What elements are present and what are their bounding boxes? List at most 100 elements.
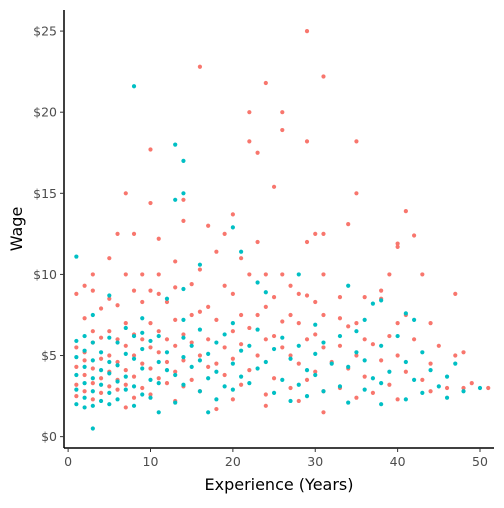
data-point-series-1 bbox=[304, 377, 310, 382]
data-point-series-1 bbox=[140, 385, 145, 391]
data-point-series-1 bbox=[280, 272, 285, 277]
data-point-series-2 bbox=[296, 272, 301, 277]
data-point-series-1 bbox=[148, 345, 153, 350]
data-point-series-1 bbox=[206, 304, 211, 309]
data-point-series-2 bbox=[271, 390, 277, 395]
data-point-series-1 bbox=[230, 356, 235, 361]
data-point-series-1 bbox=[74, 382, 79, 387]
data-point-series-2 bbox=[280, 335, 285, 340]
data-point-series-2 bbox=[98, 350, 104, 355]
data-point-series-2 bbox=[263, 290, 268, 295]
data-point-series-2 bbox=[131, 356, 137, 361]
data-point-series-1 bbox=[173, 369, 178, 374]
data-point-series-1 bbox=[123, 320, 128, 326]
data-point-series-2 bbox=[304, 393, 310, 399]
data-point-series-1 bbox=[271, 184, 277, 189]
data-point-series-1 bbox=[321, 312, 326, 318]
data-point-series-2 bbox=[148, 338, 153, 344]
data-point-series-2 bbox=[420, 390, 425, 395]
data-point-series-1 bbox=[387, 382, 392, 387]
data-point-series-2 bbox=[82, 364, 87, 369]
data-point-series-1 bbox=[164, 337, 170, 342]
data-point-series-2 bbox=[181, 317, 186, 322]
data-point-series-1 bbox=[271, 295, 277, 300]
data-point-series-1 bbox=[247, 110, 252, 115]
data-point-series-1 bbox=[239, 256, 244, 261]
data-point-series-1 bbox=[444, 385, 450, 391]
data-point-series-2 bbox=[403, 311, 408, 316]
data-point-series-2 bbox=[428, 368, 433, 373]
data-point-series-1 bbox=[288, 312, 293, 318]
data-point-series-2 bbox=[411, 377, 417, 382]
data-point-series-1 bbox=[395, 397, 400, 402]
data-point-series-1 bbox=[304, 28, 310, 34]
data-point-series-2 bbox=[222, 332, 227, 337]
data-point-series-1 bbox=[271, 376, 277, 381]
data-point-series-2 bbox=[239, 348, 244, 353]
data-point-series-2 bbox=[123, 325, 128, 331]
data-point-series-1 bbox=[247, 139, 252, 144]
data-point-series-1 bbox=[271, 333, 277, 339]
data-point-series-2 bbox=[107, 359, 112, 365]
data-point-series-2 bbox=[90, 426, 95, 431]
data-point-series-1 bbox=[115, 231, 120, 236]
data-point-series-1 bbox=[379, 288, 384, 293]
data-point-series-1 bbox=[123, 272, 128, 277]
y-tick-label: $25 bbox=[33, 24, 57, 39]
y-tick-label: $10 bbox=[33, 267, 57, 282]
data-point-series-1 bbox=[148, 366, 153, 371]
data-point-series-2 bbox=[181, 355, 186, 360]
data-point-series-1 bbox=[115, 387, 120, 392]
data-point-series-2 bbox=[346, 283, 351, 288]
data-point-series-2 bbox=[107, 335, 112, 340]
data-point-series-1 bbox=[107, 329, 112, 334]
data-point-series-1 bbox=[115, 303, 120, 308]
data-point-series-2 bbox=[107, 402, 112, 407]
data-point-series-1 bbox=[239, 382, 244, 387]
data-point-series-2 bbox=[140, 366, 145, 371]
data-point-series-1 bbox=[148, 288, 153, 293]
data-point-series-2 bbox=[74, 372, 79, 378]
data-point-series-2 bbox=[395, 333, 400, 339]
data-point-series-1 bbox=[461, 385, 466, 391]
data-point-series-1 bbox=[115, 337, 120, 342]
data-point-series-1 bbox=[173, 343, 178, 348]
data-point-series-2 bbox=[140, 330, 145, 335]
data-point-series-1 bbox=[321, 345, 326, 350]
data-point-series-1 bbox=[354, 139, 359, 144]
data-point-series-2 bbox=[156, 381, 161, 386]
data-point-series-2 bbox=[123, 351, 128, 357]
data-point-series-2 bbox=[98, 368, 104, 373]
data-point-series-1 bbox=[263, 392, 268, 397]
data-point-series-1 bbox=[164, 381, 170, 386]
y-axis-ticks: $0 $5 $10 $15 $20 $25 bbox=[33, 24, 64, 444]
points-layer bbox=[74, 28, 491, 431]
data-point-series-1 bbox=[395, 353, 400, 358]
data-point-series-2 bbox=[173, 197, 178, 202]
data-point-series-1 bbox=[131, 353, 137, 358]
data-point-series-1 bbox=[411, 233, 417, 238]
data-point-series-1 bbox=[395, 241, 400, 246]
data-point-series-1 bbox=[156, 291, 161, 296]
data-point-series-1 bbox=[90, 272, 95, 277]
data-point-series-2 bbox=[411, 317, 417, 322]
data-point-series-1 bbox=[90, 329, 95, 334]
data-point-series-2 bbox=[247, 381, 252, 386]
data-point-series-2 bbox=[82, 381, 87, 386]
data-point-series-2 bbox=[214, 397, 219, 402]
data-point-series-2 bbox=[74, 355, 79, 360]
data-point-series-2 bbox=[214, 340, 219, 345]
data-point-series-2 bbox=[131, 84, 137, 89]
data-point-series-1 bbox=[197, 64, 203, 69]
data-point-series-1 bbox=[98, 356, 104, 361]
data-point-series-2 bbox=[362, 387, 367, 392]
data-point-series-2 bbox=[379, 381, 384, 386]
data-point-series-2 bbox=[90, 403, 95, 408]
data-point-series-1 bbox=[206, 364, 211, 369]
data-point-series-2 bbox=[197, 389, 203, 394]
data-point-series-1 bbox=[107, 353, 112, 358]
data-point-series-2 bbox=[197, 327, 203, 332]
data-point-series-2 bbox=[82, 333, 87, 339]
